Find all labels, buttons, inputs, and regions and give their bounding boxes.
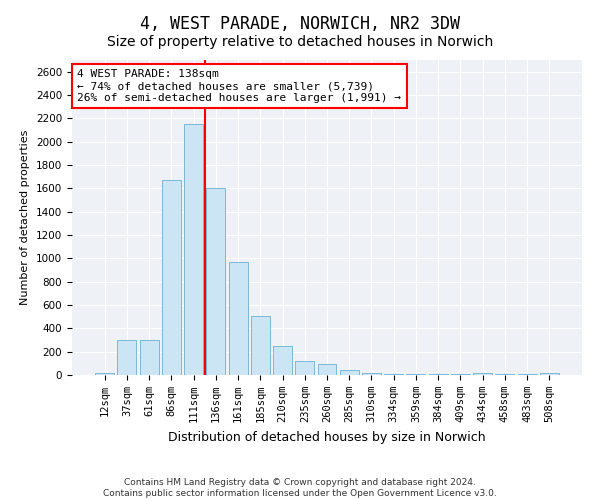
Bar (184, 124, 203, 375)
Text: Contains HM Land Registry data © Crown copyright and database right 2024.
Contai: Contains HM Land Registry data © Crown c… (103, 478, 497, 498)
Text: Size of property relative to detached houses in Norwich: Size of property relative to detached ho… (107, 35, 493, 49)
Bar (317, 364, 337, 375)
Bar (162, 180, 181, 375)
Bar (340, 370, 359, 375)
Bar (518, 374, 536, 375)
Bar (540, 372, 559, 375)
X-axis label: Distribution of detached houses by size in Norwich: Distribution of detached houses by size … (168, 430, 486, 444)
Bar (473, 372, 492, 375)
Bar (406, 374, 425, 375)
Bar (496, 374, 514, 375)
Y-axis label: Number of detached properties: Number of detached properties (20, 130, 31, 305)
Bar (295, 361, 314, 375)
Bar (229, 262, 248, 375)
Bar (118, 340, 136, 375)
Bar (140, 340, 158, 375)
Bar (384, 374, 403, 375)
Bar (362, 372, 381, 375)
Bar (273, 346, 292, 375)
Bar (429, 374, 448, 375)
Bar (251, 316, 270, 375)
Text: 4 WEST PARADE: 138sqm
← 74% of detached houses are smaller (5,739)
26% of semi-d: 4 WEST PARADE: 138sqm ← 74% of detached … (77, 70, 401, 102)
Bar (206, 188, 225, 375)
Text: 4, WEST PARADE, NORWICH, NR2 3DW: 4, WEST PARADE, NORWICH, NR2 3DW (140, 15, 460, 33)
Bar (451, 374, 470, 375)
Bar (95, 372, 114, 375)
